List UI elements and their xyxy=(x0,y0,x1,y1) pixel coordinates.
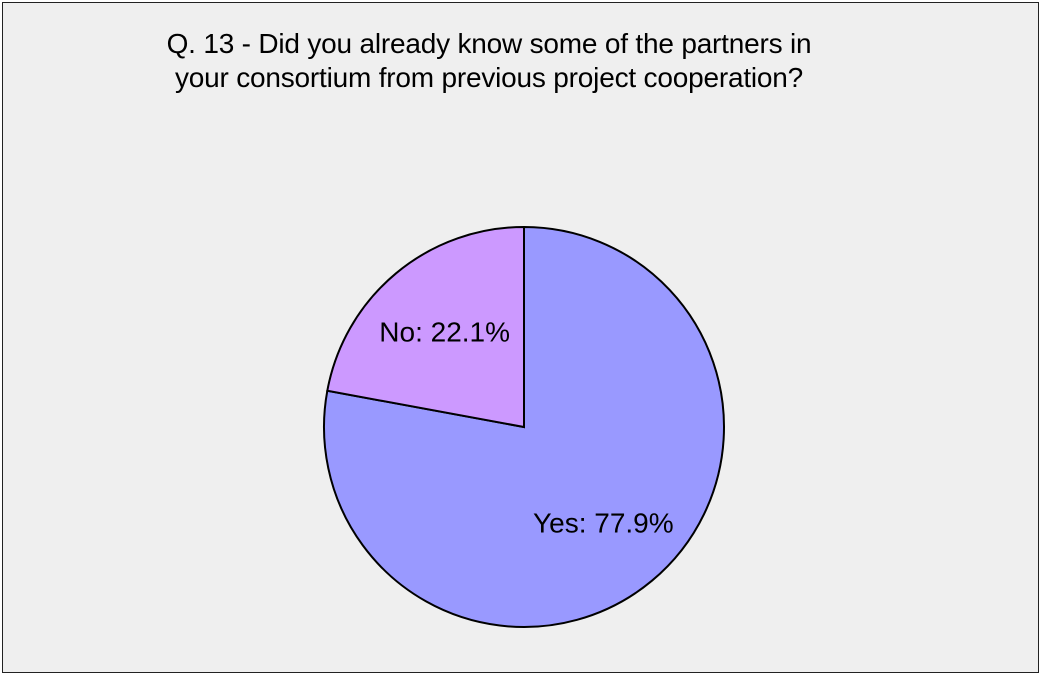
pie-chart: Yes: 77.9% No: 22.1% xyxy=(323,225,725,628)
chart-title-line-2: your consortium from previous project co… xyxy=(174,62,804,93)
pie-slice-no xyxy=(326,225,525,429)
slice-label-yes: Yes: 77.9% xyxy=(533,507,674,538)
slice-label-no: No: 22.1% xyxy=(379,317,510,348)
chart-title: Q. 13 - Did you already know some of the… xyxy=(3,27,975,95)
chart-title-line-1: Q. 13 - Did you already know some of the… xyxy=(166,28,812,59)
